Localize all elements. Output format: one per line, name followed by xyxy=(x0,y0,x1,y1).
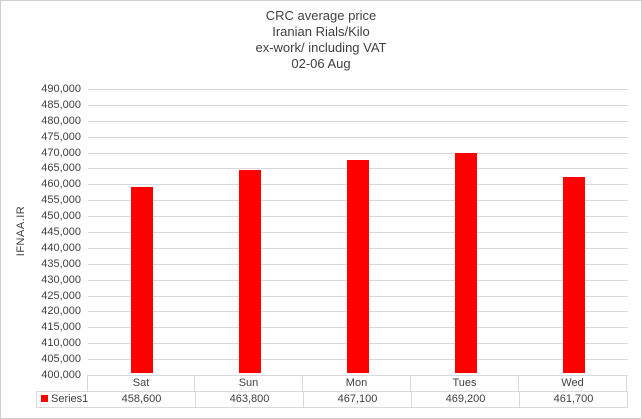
y-tick-label: 410,000 xyxy=(41,337,81,349)
value-cell: 467,100 xyxy=(304,391,412,408)
value-cell: 458,600 xyxy=(88,391,196,408)
category-cell: Mon xyxy=(303,375,411,391)
y-tick-label: 465,000 xyxy=(41,162,81,174)
legend-swatch-icon xyxy=(41,394,48,402)
chart-title-line: Iranian Rials/Kilo xyxy=(272,24,370,39)
chart-title-line: CRC average price xyxy=(265,8,377,23)
grid-line xyxy=(88,137,628,138)
grid-line xyxy=(88,153,628,154)
grid-line xyxy=(88,89,628,90)
category-cell: Sun xyxy=(195,375,303,391)
y-tick-label: 420,000 xyxy=(41,305,81,317)
bar-mon xyxy=(347,160,369,373)
y-tick-label: 445,000 xyxy=(41,226,81,238)
y-tick-label: 490,000 xyxy=(41,83,81,95)
category-cell: Tues xyxy=(411,375,519,391)
y-tick-label: 475,000 xyxy=(41,131,81,143)
bar-wed xyxy=(563,177,585,373)
y-tick-label: 440,000 xyxy=(41,242,81,254)
bar-tues xyxy=(455,153,477,373)
y-tick-label: 415,000 xyxy=(41,321,81,333)
y-tick-label: 450,000 xyxy=(41,210,81,222)
y-tick-label: 405,000 xyxy=(41,353,81,365)
bar-sun xyxy=(239,170,261,373)
y-tick-label: 400,000 xyxy=(41,369,81,381)
grid-line xyxy=(88,121,628,122)
chart-title-line: 02-06 Aug xyxy=(291,56,351,71)
chart-title-line: ex-work/ including VAT xyxy=(255,40,387,55)
chart-title: CRC average price Iranian Rials/Kilo ex-… xyxy=(1,8,641,72)
y-tick-label: 455,000 xyxy=(41,194,81,206)
y-tick-label: 425,000 xyxy=(41,290,81,302)
value-row: Series1 458,600 463,800 467,100 469,200 461,7… xyxy=(36,391,628,408)
y-tick-label: 480,000 xyxy=(41,115,81,127)
y-tick-label: 430,000 xyxy=(41,274,81,286)
y-tick-label: 485,000 xyxy=(41,99,81,111)
category-cell: Wed xyxy=(519,375,627,391)
category-row: Sat Sun Mon Tues Wed xyxy=(87,375,627,391)
y-tick-label: 435,000 xyxy=(41,258,81,270)
grid-line xyxy=(88,105,628,106)
bar-sat xyxy=(131,187,153,373)
value-cell: 461,700 xyxy=(520,391,628,408)
value-cell: 463,800 xyxy=(196,391,304,408)
legend-series-label: Series1 xyxy=(51,393,89,405)
legend-cell: Series1 xyxy=(36,391,88,408)
category-cell: Sat xyxy=(87,375,195,391)
value-cell: 469,200 xyxy=(412,391,520,408)
y-tick-label: 460,000 xyxy=(41,178,81,190)
y-tick-label: 470,000 xyxy=(41,147,81,159)
